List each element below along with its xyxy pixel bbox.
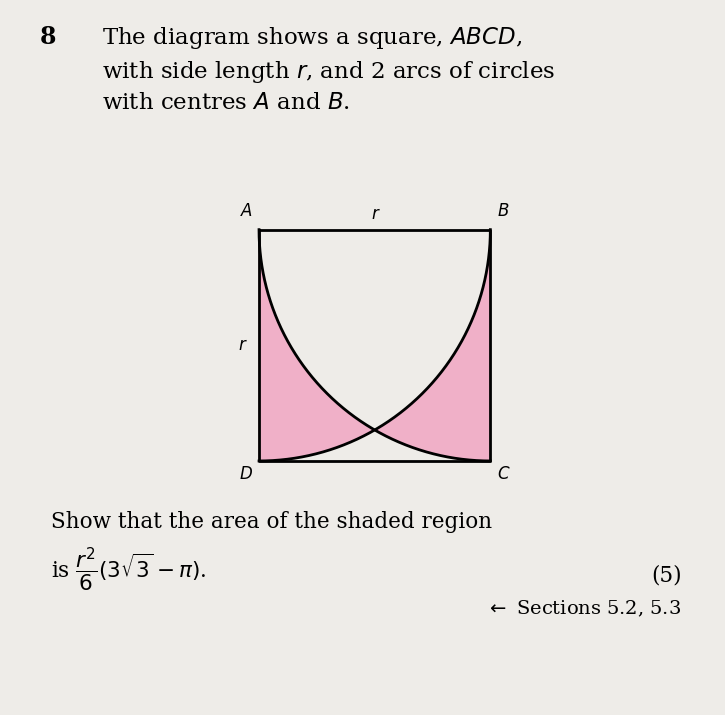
Polygon shape [259,230,375,461]
Text: with side length $r$, and 2 arcs of circles: with side length $r$, and 2 arcs of circ… [102,59,555,84]
Text: B: B [497,202,509,220]
Text: The diagram shows a square, $ABCD$,: The diagram shows a square, $ABCD$, [102,25,521,51]
Text: r: r [371,204,378,222]
Text: A: A [241,202,252,220]
Text: Show that the area of the shaded region: Show that the area of the shaded region [51,511,492,533]
Text: D: D [239,465,252,483]
Polygon shape [375,230,490,461]
Text: $\leftarrow$ Sections 5.2, 5.3: $\leftarrow$ Sections 5.2, 5.3 [486,598,682,618]
Text: with centres $A$ and $B$.: with centres $A$ and $B$. [102,92,349,114]
Text: 8: 8 [40,25,57,49]
Text: C: C [497,465,509,483]
Text: (5): (5) [651,565,682,587]
Text: r: r [239,336,245,355]
Text: is $\dfrac{r^2}{6}(3\sqrt{3} - \pi)$.: is $\dfrac{r^2}{6}(3\sqrt{3} - \pi)$. [51,546,206,593]
